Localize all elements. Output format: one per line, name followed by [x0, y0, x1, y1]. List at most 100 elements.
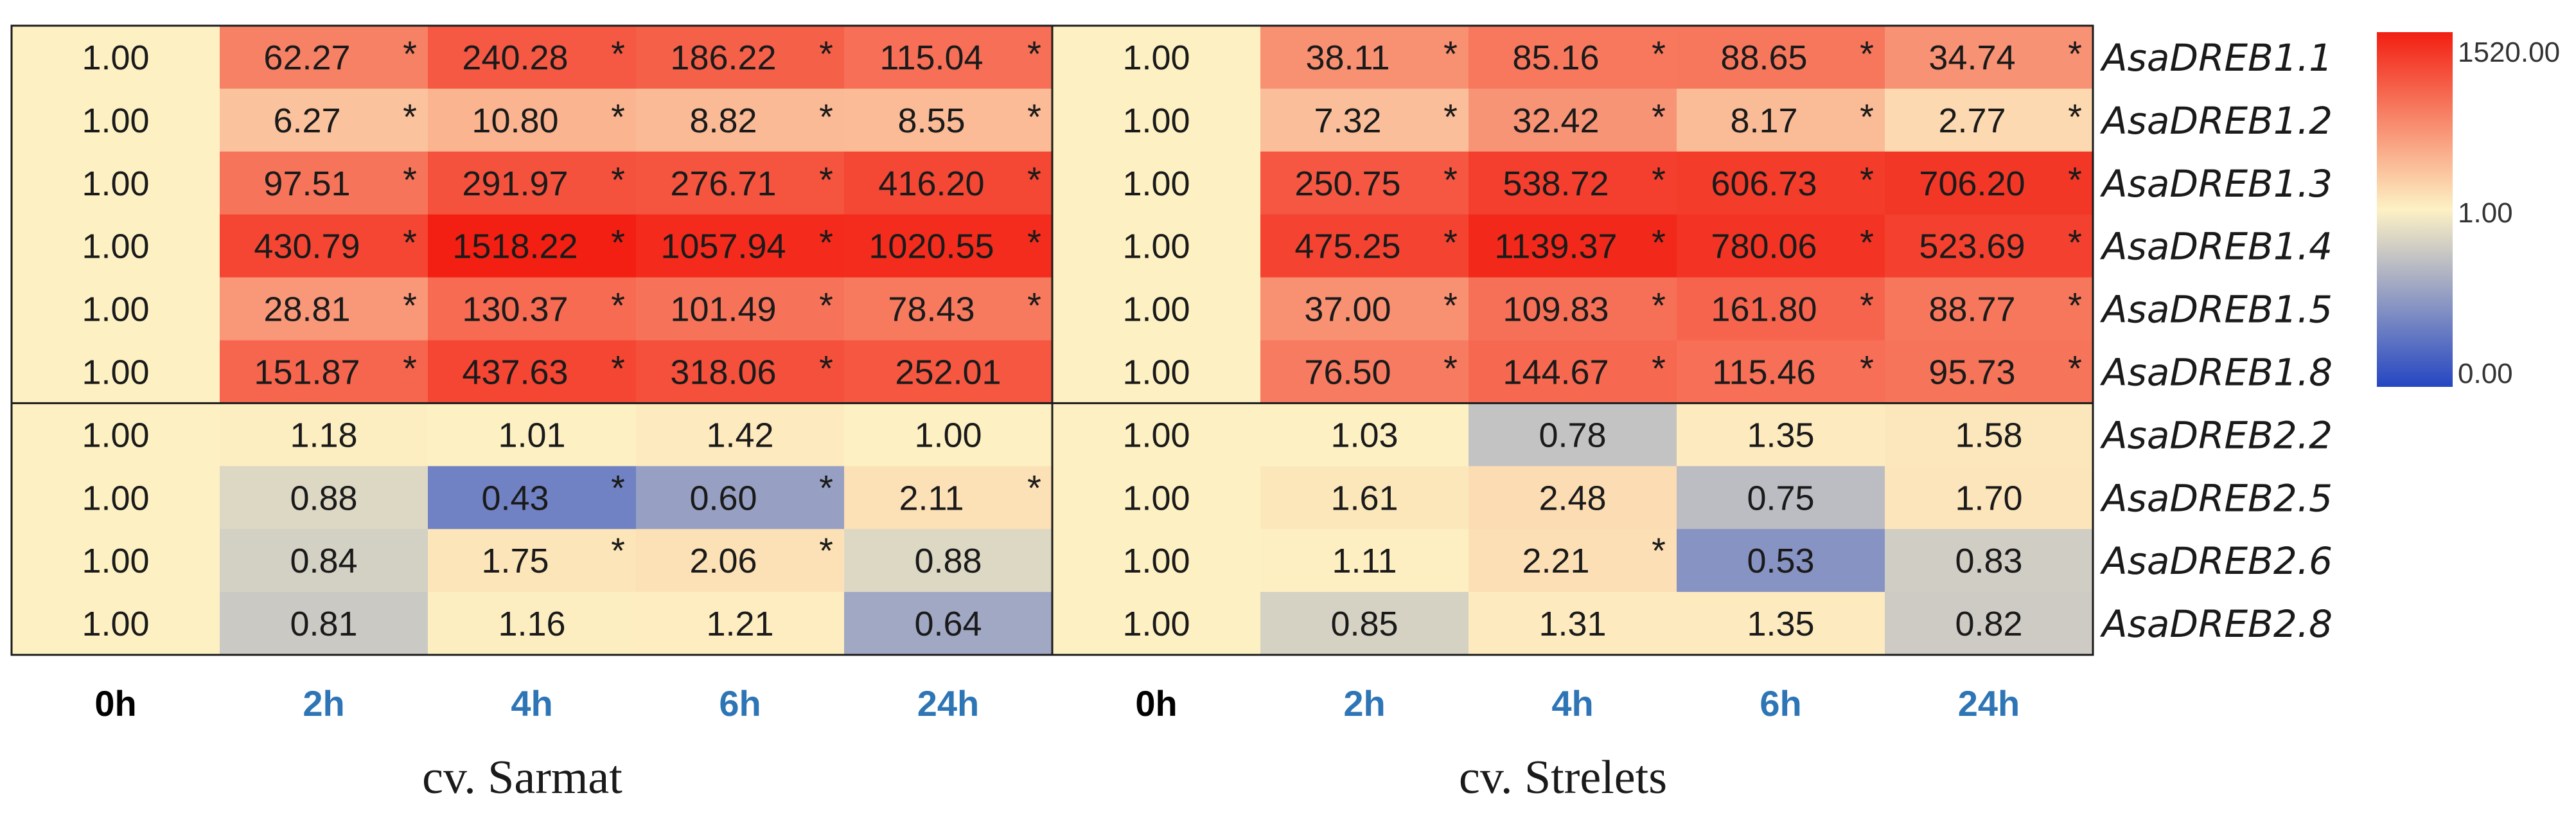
significance-marker: * — [1027, 33, 1041, 74]
significance-marker: * — [611, 33, 625, 74]
significance-marker: * — [1027, 159, 1041, 200]
cell-value-label: 240.28 — [462, 39, 568, 77]
significance-marker: * — [1443, 285, 1458, 326]
heatmap-frame — [10, 24, 2094, 656]
heatmap-cell — [1677, 403, 1885, 467]
cell-value-label: 1020.55 — [869, 227, 994, 266]
heatmap-cell — [220, 592, 428, 655]
heatmap-cell — [428, 151, 637, 215]
significance-marker: * — [1443, 159, 1458, 200]
heatmap-cell — [1260, 26, 1469, 89]
heatmap-cell — [1260, 403, 1469, 467]
cell-value-label: 1518.22 — [452, 227, 578, 266]
heatmap-cell — [1677, 214, 1885, 278]
cell-value-label: 1.18 — [290, 416, 357, 454]
heatmap-cell — [1469, 26, 1677, 89]
heatmap-cell — [1677, 151, 1885, 215]
heatmap-cell — [220, 340, 428, 404]
cell-value-label: 151.87 — [254, 353, 360, 391]
heatmap-cell — [1052, 403, 1261, 467]
heatmap-cell — [844, 340, 1053, 404]
heatmap-cell — [1469, 466, 1677, 530]
heatmap-cell — [12, 403, 220, 467]
significance-marker: * — [819, 348, 833, 388]
heatmap-cell — [844, 592, 1053, 655]
heatmap-cell — [1260, 88, 1469, 152]
cell-value-label: 0.60 — [689, 479, 757, 517]
significance-marker: * — [1652, 159, 1666, 200]
cell-value-label: 1.31 — [1539, 605, 1606, 643]
heatmap-cell — [636, 466, 845, 530]
cell-value-label: 780.06 — [1711, 227, 1817, 266]
heatmap-cell — [636, 403, 845, 467]
timepoint-label: 4h — [1551, 683, 1593, 724]
heatmap-cell — [1677, 277, 1885, 341]
heatmap-cell — [636, 214, 845, 278]
heatmap-cell — [1260, 151, 1469, 215]
gene-label: AsaDREB1.5 — [2099, 288, 2333, 332]
significance-marker: * — [1860, 222, 1874, 263]
heatmap-cell — [12, 151, 220, 215]
cell-value-label: 144.67 — [1503, 353, 1609, 391]
heatmap-cell — [1469, 340, 1677, 404]
significance-marker: * — [1652, 96, 1666, 137]
cell-value-label: 161.80 — [1711, 290, 1817, 329]
legend-max-label: 1520.00 — [2458, 37, 2560, 68]
gene-label: AsaDREB2.6 — [2099, 539, 2333, 583]
cell-value-label: 1.00 — [82, 416, 149, 454]
heatmap-cell — [220, 214, 428, 278]
heatmap-cell — [428, 26, 637, 89]
heatmap-cell — [1469, 88, 1677, 152]
significance-marker: * — [819, 530, 833, 571]
cell-value-label: 1.00 — [1122, 542, 1190, 580]
heatmap-cell — [1052, 466, 1261, 530]
heatmap-cell — [844, 403, 1053, 467]
cell-value-label: 1.01 — [498, 416, 565, 454]
cell-value-label: 10.80 — [472, 102, 558, 140]
timepoint-label: 4h — [511, 683, 552, 724]
significance-marker: * — [611, 285, 625, 326]
cell-value-label: 1.35 — [1747, 605, 1814, 643]
heatmap-cell — [1052, 151, 1261, 215]
heatmap-cell — [12, 340, 220, 404]
cell-value-label: 1.70 — [1955, 479, 2022, 517]
cell-value-label: 6.27 — [273, 102, 340, 140]
cell-value-label: 130.37 — [462, 290, 568, 329]
significance-marker: * — [403, 96, 417, 137]
gene-label: AsaDREB1.8 — [2099, 350, 2333, 394]
heatmap-cell — [12, 592, 220, 655]
heatmap-cell — [428, 88, 637, 152]
cell-value-label: 0.82 — [1955, 605, 2022, 643]
cell-value-label: 1.00 — [82, 102, 149, 140]
cell-value-label: 38.11 — [1305, 39, 1389, 77]
cell-value-label: 1.00 — [1122, 165, 1190, 203]
cell-value-label: 0.85 — [1330, 605, 1398, 643]
cell-value-label: 1.00 — [82, 165, 149, 203]
heatmap-cells — [12, 26, 2094, 655]
significance-marker: * — [1027, 222, 1041, 263]
heatmap-cell — [428, 403, 637, 467]
significance-marker: * — [819, 96, 833, 137]
significance-marker: * — [1652, 348, 1666, 388]
cell-value-label: 1.21 — [706, 605, 773, 643]
cell-value-label: 2.06 — [689, 542, 757, 580]
heatmap-cell — [220, 403, 428, 467]
cell-value-label: 1.00 — [1122, 479, 1190, 517]
heatmap-cell — [636, 151, 845, 215]
legend-min-label: 0.00 — [2458, 358, 2513, 389]
cell-value-label: 1.00 — [1122, 39, 1190, 77]
timepoint-label: 2h — [1343, 683, 1385, 724]
heatmap-cell — [220, 466, 428, 530]
heatmap-cell — [1885, 151, 2094, 215]
gene-label: AsaDREB1.1 — [2099, 36, 2333, 80]
cell-value-label: 538.72 — [1503, 165, 1609, 203]
heatmap-cell — [1052, 277, 1261, 341]
heatmap-cell — [1885, 592, 2094, 655]
cell-value-label: 28.81 — [263, 290, 350, 329]
cell-value-label: 1.00 — [82, 290, 149, 329]
cell-value-label: 101.49 — [670, 290, 776, 329]
significance-marker: * — [403, 285, 417, 326]
heatmap-cell — [1260, 214, 1469, 278]
cell-value-label: 437.63 — [462, 353, 568, 391]
color-legend: 1520.00 1.00 0.00 — [2377, 32, 2560, 389]
